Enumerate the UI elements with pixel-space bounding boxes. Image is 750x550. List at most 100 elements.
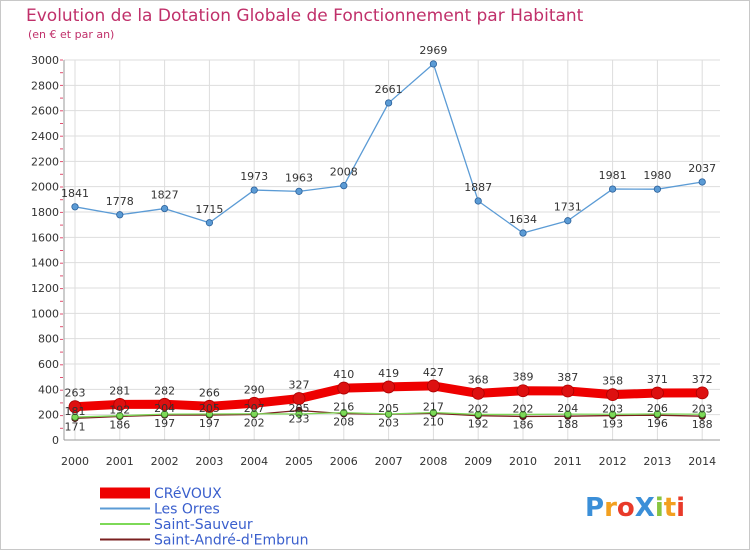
- data-label: 171: [65, 420, 86, 433]
- data-point: [471, 386, 485, 400]
- x-tick-label: 2010: [509, 455, 537, 468]
- data-point: [429, 408, 437, 417]
- data-label: 204: [154, 402, 175, 415]
- data-label: 205: [199, 402, 220, 415]
- y-tick-label: 3000: [31, 54, 59, 67]
- data-label: 368: [468, 373, 489, 386]
- data-label: 1980: [643, 169, 671, 182]
- data-point: [653, 185, 662, 193]
- data-point: [474, 197, 482, 205]
- brand-letter: o: [617, 493, 635, 523]
- y-tick-label: 1000: [31, 307, 59, 320]
- data-label: 2008: [330, 166, 358, 179]
- data-point: [698, 410, 706, 418]
- data-label: 202: [468, 402, 489, 415]
- data-point: [519, 229, 527, 237]
- plot-area: 0 200 400 600 800 1000 1200 1400 1600 1800 2000 220…: [31, 44, 720, 468]
- data-label: 387: [557, 371, 578, 384]
- brand-letter: P: [585, 493, 604, 523]
- data-label: 193: [602, 418, 623, 431]
- x-tick-label: 2006: [330, 455, 358, 468]
- data-point: [606, 388, 619, 402]
- data-label: 358: [602, 375, 623, 388]
- data-label: 188: [557, 418, 578, 431]
- data-point: [608, 185, 617, 193]
- data-point: [564, 217, 572, 225]
- data-point: [340, 182, 348, 190]
- data-label: 410: [333, 368, 354, 381]
- data-label: 217: [423, 401, 444, 414]
- data-point: [608, 410, 617, 418]
- data-label: 210: [423, 415, 444, 428]
- y-tick-label: 1200: [31, 282, 59, 295]
- data-label: 282: [154, 384, 175, 397]
- data-point: [161, 410, 169, 418]
- data-point: [205, 219, 213, 227]
- data-point: [161, 204, 169, 213]
- data-point: [653, 410, 662, 418]
- data-point: [295, 187, 303, 195]
- y-tick-label: 2000: [31, 181, 59, 194]
- data-label: 266: [199, 386, 220, 399]
- data-label: 192: [109, 404, 130, 417]
- data-label: 205: [289, 402, 310, 415]
- y-tick-label: 600: [38, 358, 59, 371]
- data-point: [250, 410, 258, 418]
- data-label: 188: [692, 418, 713, 431]
- brand-letter: r: [604, 493, 617, 523]
- data-label: 1827: [151, 189, 179, 202]
- data-point: [250, 186, 258, 194]
- x-tick-label: 2007: [375, 455, 403, 468]
- data-label: 207: [244, 402, 265, 415]
- data-label: 1841: [61, 187, 89, 200]
- data-point: [202, 399, 216, 413]
- data-label: 203: [602, 402, 623, 415]
- data-label: 327: [289, 379, 310, 392]
- x-tick-label: 2014: [688, 455, 716, 468]
- data-label: 1963: [285, 171, 313, 184]
- series-2: [71, 408, 706, 421]
- data-label: 202: [513, 402, 534, 415]
- legend-label: Saint-Sauveur: [154, 517, 253, 533]
- legend-label: Saint-André-d'Embrun: [154, 533, 309, 549]
- data-label: 181: [65, 405, 86, 418]
- data-label: 290: [244, 383, 265, 396]
- brand-letter: i: [676, 493, 685, 523]
- y-tick-label: 1600: [31, 231, 59, 244]
- data-point: [698, 178, 706, 186]
- data-label: 203: [692, 402, 713, 415]
- data-point: [564, 410, 572, 418]
- x-tick-label: 2002: [151, 455, 179, 468]
- data-label: 1715: [195, 203, 223, 216]
- data-label: 197: [199, 417, 220, 430]
- y-tick-label: 200: [38, 409, 59, 422]
- data-point: [116, 412, 124, 420]
- data-label: 263: [65, 387, 86, 400]
- plot-background: [64, 60, 720, 440]
- x-tick-label: 2013: [643, 455, 671, 468]
- data-point: [695, 386, 709, 400]
- brand-letter: X: [635, 493, 655, 523]
- x-tick-label: 2012: [599, 455, 627, 468]
- data-point: [516, 384, 530, 398]
- y-tick-label: 400: [38, 383, 59, 396]
- chart-title: Evolution de la Dotation Globale de Fonc…: [26, 6, 584, 26]
- data-label: 204: [557, 402, 578, 415]
- data-label: 1887: [464, 181, 492, 194]
- data-point: [71, 413, 79, 421]
- data-label: 371: [647, 373, 668, 386]
- data-point: [247, 396, 261, 410]
- x-tick-label: 2001: [106, 455, 134, 468]
- data-label: 206: [647, 402, 668, 415]
- data-point: [426, 379, 440, 393]
- y-tick-label: 0: [52, 434, 59, 447]
- series-1: [71, 60, 706, 237]
- x-tick-label: 2004: [240, 455, 268, 468]
- y-tick-label: 2400: [31, 130, 59, 143]
- data-label: 1634: [509, 213, 537, 226]
- x-tick-label: 2005: [285, 455, 313, 468]
- data-label: 216: [333, 401, 354, 414]
- y-tick-label: 2800: [31, 79, 59, 92]
- data-point: [113, 398, 127, 411]
